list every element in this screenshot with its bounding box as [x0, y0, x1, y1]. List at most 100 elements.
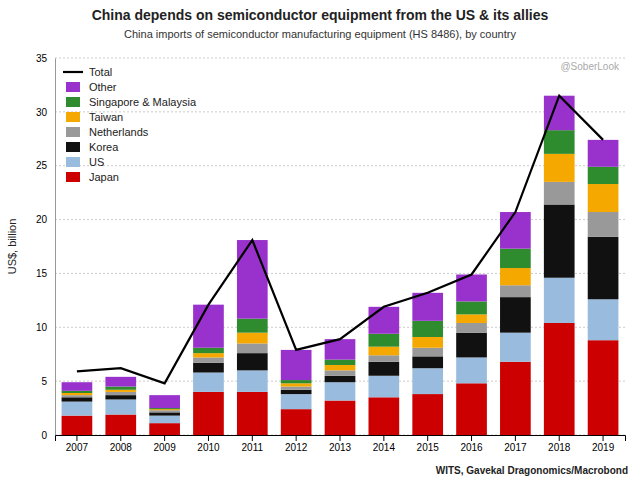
- bar: [369, 307, 400, 334]
- bar: [149, 409, 180, 410]
- title: China depends on semiconductor equipment…: [92, 7, 549, 23]
- legend-item: Other: [66, 81, 117, 93]
- bar: [62, 393, 93, 395]
- bar: [105, 377, 136, 387]
- legend-swatch: [66, 142, 80, 152]
- legend-item: Netherlands: [66, 126, 149, 138]
- bar: [193, 373, 224, 392]
- y-tick: 10: [36, 322, 55, 333]
- bar: [588, 184, 619, 212]
- bar: [456, 333, 487, 358]
- x-tick: 2017: [504, 435, 527, 453]
- legend-item: Singapore & Malaysia: [66, 96, 197, 108]
- legend-swatch: [63, 71, 83, 73]
- grid-line: [55, 219, 625, 220]
- bar: [500, 285, 531, 297]
- bar: [412, 356, 443, 368]
- bar: [281, 387, 312, 390]
- source: WITS, Gavekal Dragonomics/Macrobond: [436, 465, 628, 476]
- x-tick-mark: [559, 435, 560, 441]
- bar: [105, 392, 136, 395]
- legend-label: US: [89, 156, 104, 168]
- bar: [149, 410, 180, 412]
- x-tick-label: 2015: [417, 442, 440, 453]
- bar: [456, 323, 487, 333]
- bar: [237, 353, 268, 370]
- x-tick-label: 2010: [197, 442, 220, 453]
- legend-swatch: [66, 82, 80, 92]
- bar: [149, 423, 180, 435]
- y-tick-label: 20: [36, 214, 48, 225]
- legend-item: US: [66, 156, 104, 168]
- grid: [55, 58, 625, 435]
- x-tick: 2014: [373, 435, 396, 453]
- bar-series: [62, 96, 619, 408]
- bar: [105, 390, 136, 392]
- bar: [105, 415, 136, 435]
- bar: [237, 392, 268, 435]
- y-tick: 35: [36, 53, 55, 64]
- legend-label: Total: [89, 66, 112, 78]
- x-tick: 2019: [592, 435, 615, 453]
- x-tick: 2011: [242, 435, 264, 453]
- bar: [412, 394, 443, 435]
- bar: [281, 383, 312, 386]
- bar: [544, 278, 575, 323]
- y-axis: 05101520253035: [36, 53, 56, 441]
- legend: Total Other Singapore & Malaysia Taiwan Neth…: [63, 66, 197, 183]
- bar: [588, 212, 619, 237]
- x-tick: 2009: [153, 435, 176, 453]
- bar: [325, 376, 356, 382]
- bar: [588, 237, 619, 299]
- bar: [193, 392, 224, 435]
- y-tick-label: 10: [36, 322, 48, 333]
- legend-item: Total: [63, 66, 112, 78]
- bar: [62, 402, 93, 416]
- bar: [325, 365, 356, 370]
- x-tick: 2013: [329, 435, 352, 453]
- x-tick-mark: [471, 435, 472, 441]
- bar: [412, 348, 443, 357]
- bar: [325, 360, 356, 365]
- x-tick: 2007: [66, 435, 89, 453]
- bar: [325, 370, 356, 375]
- x-tick-label: 2019: [592, 442, 615, 453]
- bar: [237, 333, 268, 344]
- legend-label: Other: [89, 81, 117, 93]
- y-tick-label: 15: [36, 268, 48, 279]
- bar: [149, 395, 180, 408]
- x-tick: 2008: [110, 435, 133, 453]
- bar: [369, 397, 400, 435]
- bar: [500, 249, 531, 268]
- legend-label: Taiwan: [89, 111, 123, 123]
- bar: [237, 343, 268, 353]
- bar: [500, 297, 531, 333]
- bar: [62, 397, 93, 401]
- y-tick-label: 0: [41, 430, 47, 441]
- bar: [149, 408, 180, 409]
- bar: [369, 376, 400, 398]
- bar-series: [62, 278, 619, 423]
- bar: [456, 314, 487, 323]
- bar: [369, 334, 400, 347]
- legend-swatch: [66, 127, 80, 137]
- x-tick-mark: [603, 435, 604, 441]
- bar: [62, 391, 93, 393]
- x-axis: 2007200820092010201120122013201420152016…: [56, 435, 626, 453]
- bar-series: [62, 182, 619, 413]
- bar: [369, 362, 400, 376]
- bar: [193, 363, 224, 373]
- x-tick-label: 2011: [242, 442, 264, 453]
- bar: [193, 353, 224, 357]
- legend-label: Netherlands: [89, 126, 149, 138]
- x-tick-label: 2018: [548, 442, 571, 453]
- bar: [237, 370, 268, 392]
- bar: [281, 394, 312, 409]
- bar: [412, 321, 443, 337]
- legend-swatch: [66, 97, 80, 107]
- x-tick-label: 2009: [153, 442, 176, 453]
- legend-item: Korea: [66, 141, 119, 153]
- bar: [544, 130, 575, 154]
- bar: [281, 350, 312, 380]
- x-tick: 2016: [460, 435, 483, 453]
